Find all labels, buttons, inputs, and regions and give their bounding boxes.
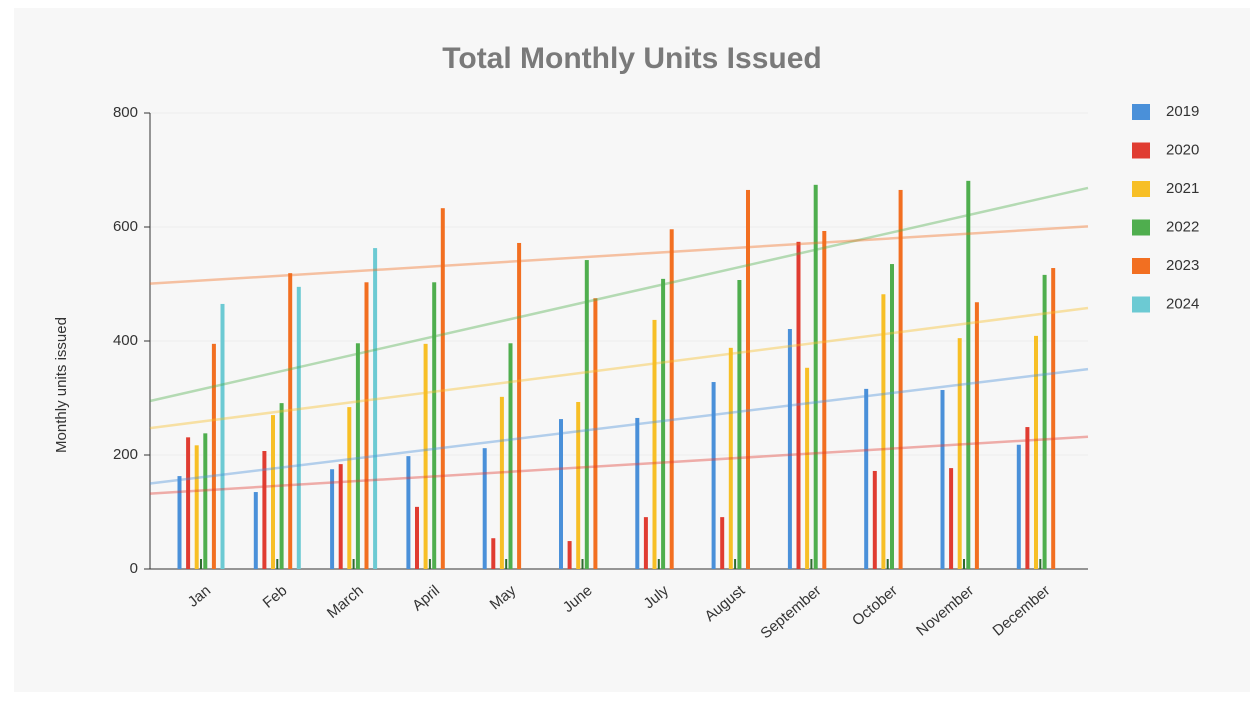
bar [796,241,801,569]
bar [635,417,640,569]
bar [296,286,301,569]
bar [1034,335,1038,569]
bar [737,280,742,569]
bar [177,476,182,569]
bar [898,189,903,569]
bar [211,343,216,569]
trend-line [149,306,1089,430]
bar [974,302,979,569]
bar [330,469,335,569]
bar [364,282,369,569]
legend-swatch [1132,219,1150,236]
legend-label: 2023 [1166,257,1199,274]
bar [203,433,208,569]
legend-swatch [1132,104,1150,120]
bar [567,541,572,569]
bar [652,319,657,569]
bar [661,278,666,569]
legend-swatch [1132,258,1150,274]
bar [499,396,504,569]
legend-label: 2021 [1166,180,1199,197]
bar [1051,268,1056,569]
legend-swatch [1132,142,1150,159]
bar [593,298,598,569]
bar [432,282,437,569]
legend-label: 2024 [1166,295,1199,312]
bar [957,338,962,569]
bar [194,445,199,569]
bar [559,419,563,569]
bar [220,303,225,569]
bar [482,448,487,569]
bar [940,390,945,569]
legend-label: 2019 [1166,103,1199,120]
bar [253,492,258,569]
trend-line [149,367,1089,485]
bar [728,347,733,569]
bar [355,343,360,569]
bar [279,403,284,569]
y-tick-label: 0 [130,560,138,577]
bar [949,468,954,569]
bar [711,382,716,569]
bar [787,329,792,569]
y-tick-label: 800 [113,104,138,121]
bar [805,367,810,569]
legend-swatch [1132,296,1150,313]
bar [584,260,589,569]
bar [1042,274,1047,569]
bar [423,343,428,569]
bar [440,208,445,569]
trend-line [149,225,1089,285]
bar [517,242,522,569]
legend-label: 2022 [1166,218,1199,235]
y-tick-label: 400 [113,332,138,349]
bar [1025,427,1030,569]
bar [813,184,818,569]
bar [186,437,191,569]
bar [373,248,378,569]
bar [643,517,648,569]
bar [262,451,267,569]
bar [347,407,352,569]
bar [1016,444,1021,569]
bar [881,294,886,569]
bar [890,264,894,569]
bar [406,456,411,569]
bar [822,230,827,570]
bar [872,470,877,569]
legend-swatch [1132,181,1150,197]
bar [864,388,869,569]
bar [746,189,750,569]
bar [966,180,971,569]
trend-line [149,435,1089,495]
legend-label: 2020 [1166,141,1199,158]
y-axis-label: Monthly units issued [53,317,70,453]
y-tick-label: 200 [113,446,138,463]
bar [576,401,581,569]
bar [508,343,513,569]
bar [720,517,725,569]
bar [491,538,496,569]
trend-line [149,186,1089,403]
bar [415,506,419,569]
bar [669,229,674,569]
bar [271,415,275,569]
chart-title: Total Monthly Units Issued [442,42,821,75]
bar [338,464,343,569]
bar [288,273,293,569]
y-tick-label: 600 [113,218,138,235]
